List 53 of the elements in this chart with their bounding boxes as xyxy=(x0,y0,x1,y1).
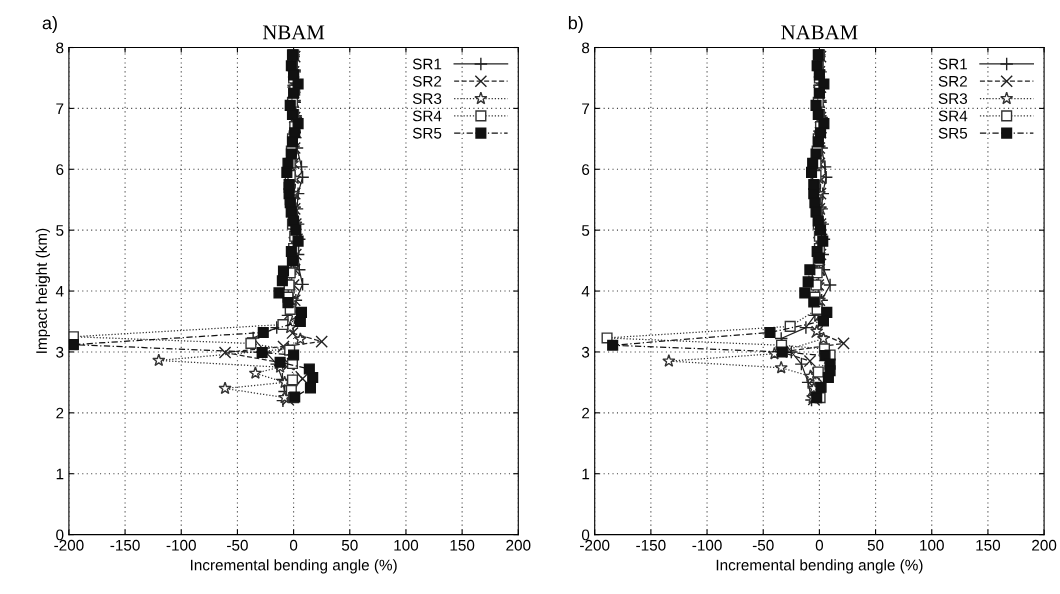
y-tick-label: 4 xyxy=(55,286,64,297)
x-tick-label: -200 xyxy=(580,539,610,551)
x-tick-label: -200 xyxy=(54,539,84,551)
y-tick-label: 6 xyxy=(582,164,590,175)
x-tick-label: -50 xyxy=(227,539,248,551)
x-tick-label: 150 xyxy=(976,539,1001,551)
text: b) xyxy=(568,16,583,33)
x-tick-label: 0 xyxy=(815,539,824,551)
legend-label: SR1 xyxy=(938,58,967,70)
legend-label: SR2 xyxy=(938,75,967,87)
legend-label: SR5 xyxy=(412,127,442,139)
y-tick-label: 1 xyxy=(56,468,64,480)
y-tick-label: 2 xyxy=(582,407,590,419)
legend-label: SR3 xyxy=(412,93,442,105)
y-tick-label: 5 xyxy=(581,225,590,236)
x-tick-label: 100 xyxy=(920,539,944,551)
legend-label: SR5 xyxy=(938,127,968,139)
x-tick-label: -50 xyxy=(752,539,774,551)
x-axis-title: Incremental bending angle (%) xyxy=(716,559,923,574)
x-tick-label: 200 xyxy=(1032,539,1057,551)
x-tick-label: 150 xyxy=(450,539,475,551)
y-tick-label: 6 xyxy=(56,164,64,175)
x-tick-label: -100 xyxy=(692,539,722,551)
y-tick-label: 8 xyxy=(56,42,64,54)
x-tick-label: -150 xyxy=(636,539,666,551)
legend-label: SR3 xyxy=(938,93,968,105)
x-tick-label: 50 xyxy=(867,539,884,551)
x-tick-label: -100 xyxy=(166,539,196,551)
chart-title: NBAM xyxy=(262,25,325,40)
x-tick-label: -150 xyxy=(110,539,140,551)
legend-label: SR4 xyxy=(412,110,442,122)
x-tick-label: 50 xyxy=(341,539,358,551)
y-tick-label: 8 xyxy=(582,42,590,54)
x-tick-label: 200 xyxy=(506,539,531,551)
y-tick-label: 5 xyxy=(56,225,64,236)
legend-label: SR4 xyxy=(938,110,968,122)
x-axis-title: Incremental bending angle (%) xyxy=(190,559,397,574)
y-tick-label: 7 xyxy=(56,103,64,114)
y-tick-label: 0 xyxy=(581,529,590,541)
y-tick-label: 2 xyxy=(56,407,64,419)
chart-title: NABAM xyxy=(781,25,858,40)
legend-label: SR1 xyxy=(412,58,442,70)
y-tick-label: 3 xyxy=(56,346,64,358)
x-tick-label: 0 xyxy=(289,539,298,551)
text: a) xyxy=(42,16,57,33)
legend-label: SR2 xyxy=(412,75,442,87)
y-axis-title: Impact height (km) xyxy=(35,228,50,353)
y-tick-label: 4 xyxy=(581,286,590,297)
y-tick-label: 0 xyxy=(56,529,64,541)
y-tick-label: 7 xyxy=(582,103,590,114)
y-tick-label: 1 xyxy=(582,468,590,480)
y-tick-label: 3 xyxy=(581,346,590,358)
x-tick-label: 100 xyxy=(394,539,419,551)
